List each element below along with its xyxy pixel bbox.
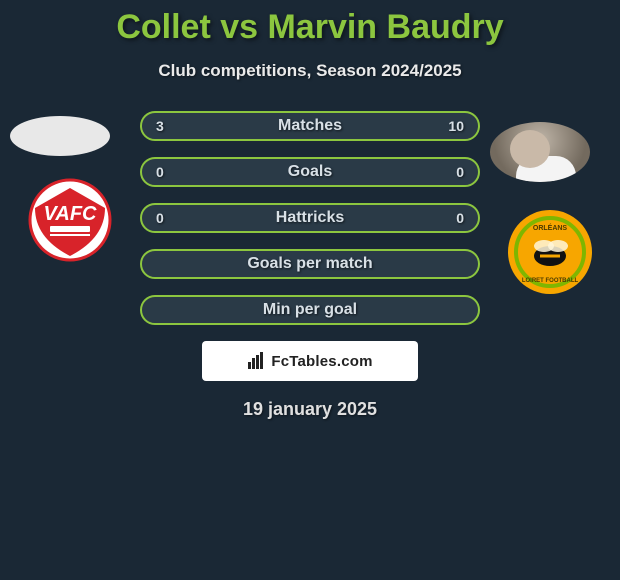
stat-left-value: 0: [156, 210, 176, 226]
page-title: Collet vs Marvin Baudry: [0, 0, 620, 47]
stat-row: Min per goal: [140, 295, 480, 325]
stat-row: 0 Hattricks 0: [140, 203, 480, 233]
stats-section: 3 Matches 10 0 Goals 0 0 Hattricks 0 Goals per ma…: [0, 111, 620, 420]
stat-right-value: 0: [444, 210, 464, 226]
bars-icon: [247, 352, 265, 370]
stat-left-value: 3: [156, 118, 176, 134]
stat-left-value: 0: [156, 164, 176, 180]
stat-bars: 3 Matches 10 0 Goals 0 0 Hattricks 0 Goals per ma…: [0, 111, 620, 325]
snapshot-date: 19 january 2025: [0, 399, 620, 420]
fctables-badge: FcTables.com: [202, 341, 418, 381]
stat-label: Goals per match: [247, 255, 372, 273]
stat-right-value: 10: [444, 118, 464, 134]
stat-label: Matches: [278, 117, 342, 135]
stat-row: 0 Goals 0: [140, 157, 480, 187]
stat-label: Min per goal: [263, 301, 357, 319]
stat-row: Goals per match: [140, 249, 480, 279]
stat-right-value: 0: [444, 164, 464, 180]
stat-label: Hattricks: [276, 209, 344, 227]
stat-label: Goals: [288, 163, 332, 181]
page-subtitle: Club competitions, Season 2024/2025: [0, 61, 620, 81]
fctables-label: FcTables.com: [271, 353, 372, 370]
stat-row: 3 Matches 10: [140, 111, 480, 141]
